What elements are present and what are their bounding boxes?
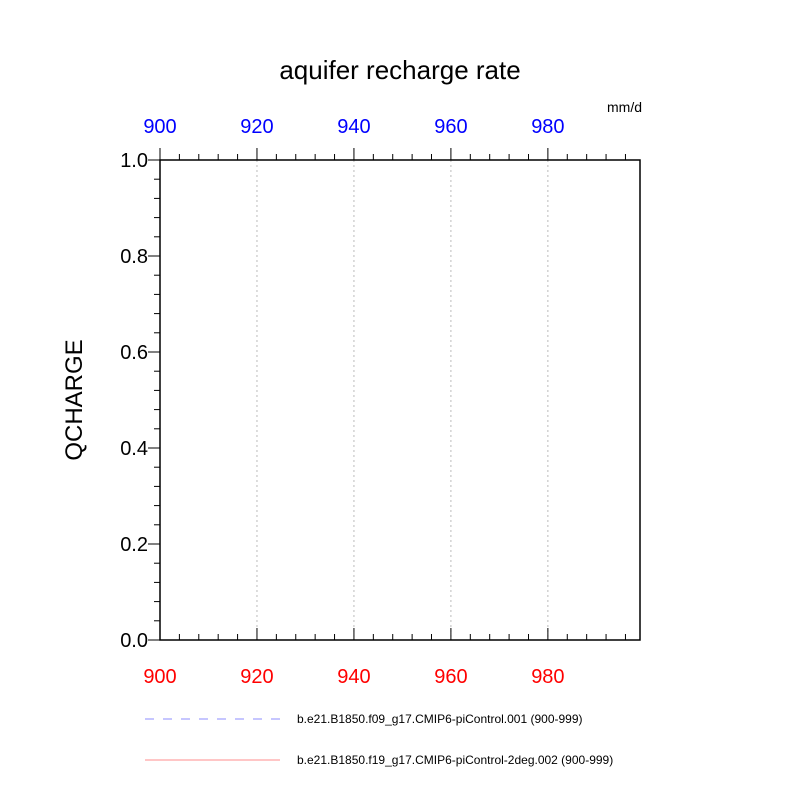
y-tick-label: 0.8: [120, 246, 148, 268]
x-tick-label-bottom: 920: [240, 666, 273, 688]
x-tick-label-bottom: 980: [531, 666, 564, 688]
x-tick-label-top: 920: [240, 116, 273, 138]
units-label: mm/d: [607, 99, 642, 115]
legend-label-1: b.e21.B1850.f09_g17.CMIP6-piControl.001 …: [297, 712, 583, 726]
legend-label-2: b.e21.B1850.f19_g17.CMIP6-piControl-2deg…: [297, 753, 613, 767]
y-tick-label: 0.2: [120, 534, 148, 556]
y-tick-label: 0.0: [120, 630, 148, 652]
legend: b.e21.B1850.f09_g17.CMIP6-piControl.001 …: [145, 712, 613, 767]
chart-title: aquifer recharge rate: [279, 55, 520, 85]
axis-ticks: [148, 148, 626, 641]
x-tick-label-bottom: 940: [337, 666, 370, 688]
x-tick-label-top: 960: [434, 116, 467, 138]
x-tick-label-bottom: 960: [434, 666, 467, 688]
tick-labels: 900 900 920 920 940 940 960 960 980 980 0.0 0.2 0.4 0…: [120, 116, 564, 688]
grid-lines: [256, 160, 549, 640]
x-tick-label-top: 940: [337, 116, 370, 138]
plot-frame: [159, 159, 641, 641]
y-tick-label: 0.6: [120, 342, 148, 364]
y-tick-label: 1.0: [120, 150, 148, 172]
y-tick-label: 0.4: [120, 438, 148, 460]
x-tick-label-top: 900: [143, 116, 176, 138]
y-axis-label: QCHARGE: [61, 339, 88, 460]
x-tick-label-top: 980: [531, 116, 564, 138]
x-tick-label-bottom: 900: [143, 666, 176, 688]
